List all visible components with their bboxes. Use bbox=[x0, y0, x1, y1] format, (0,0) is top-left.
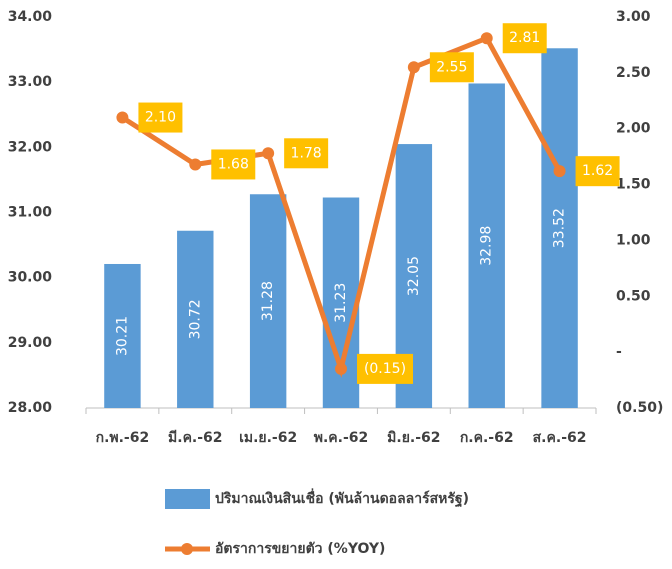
legend-swatch bbox=[181, 543, 193, 555]
y-tick-label: 31.00 bbox=[8, 205, 53, 221]
bar-value-label: 31.28 bbox=[260, 281, 276, 321]
bar-value-label: 33.52 bbox=[552, 208, 568, 248]
bar bbox=[249, 194, 287, 408]
bar-value-label: 30.72 bbox=[187, 299, 203, 339]
x-tick-label: มิ.ย.-62 bbox=[387, 430, 440, 446]
y2-tick-label: 0.50 bbox=[616, 288, 651, 304]
line-point bbox=[480, 32, 493, 45]
y2-tick-label: 3.00 bbox=[616, 9, 651, 25]
y-tick-label: 30.00 bbox=[8, 270, 53, 286]
line-point bbox=[189, 158, 202, 171]
x-tick-label: เม.ย.-62 bbox=[239, 430, 297, 446]
value-label-box bbox=[575, 156, 620, 187]
line-value-label: 1.62 bbox=[582, 163, 613, 179]
y2-tick-label: 1.50 bbox=[616, 177, 651, 193]
x-tick-label: มี.ค.-62 bbox=[168, 430, 223, 446]
bar-value-label: 30.21 bbox=[114, 316, 130, 356]
x-tick-label: ก.ค.-62 bbox=[460, 430, 514, 446]
bar-value-label: 32.98 bbox=[479, 226, 495, 266]
bar-value-label: 32.05 bbox=[406, 256, 422, 296]
y2-tick-label: - bbox=[616, 344, 622, 360]
x-tick-label: พ.ค.-62 bbox=[314, 430, 369, 446]
x-tick-label: ส.ค.-62 bbox=[533, 430, 587, 446]
line-point bbox=[116, 111, 129, 124]
line-point bbox=[553, 165, 566, 178]
legend-label: อัตราการขยายตัว (%YOY) bbox=[215, 541, 385, 557]
y2-tick-label: 2.50 bbox=[616, 65, 651, 81]
line-point bbox=[262, 147, 275, 160]
bar bbox=[541, 48, 578, 408]
line-value-label: 1.78 bbox=[291, 145, 322, 161]
y-tick-label: 28.00 bbox=[8, 400, 53, 416]
y-tick-label: 33.00 bbox=[8, 74, 53, 90]
bar bbox=[104, 263, 141, 408]
legend-label: ปริมาณเงินสินเชื่อ (พันล้านดอลลาร์สหรัฐ) bbox=[215, 488, 469, 508]
legend-swatch bbox=[165, 489, 210, 509]
line-point bbox=[335, 362, 347, 375]
line-value-label: 2.55 bbox=[436, 59, 467, 75]
line-value-label: (0.15) bbox=[364, 361, 406, 377]
line-value-label: 2.81 bbox=[509, 30, 540, 46]
y2-tick-label: 1.00 bbox=[616, 232, 651, 248]
x-tick-label: ก.พ.-62 bbox=[96, 430, 150, 446]
line-value-label: 2.10 bbox=[145, 110, 176, 126]
y-tick-label: 32.00 bbox=[8, 139, 53, 155]
bar bbox=[468, 83, 505, 408]
value-label-box bbox=[502, 23, 547, 54]
y2-tick-label: 2.00 bbox=[616, 121, 651, 137]
value-label-box bbox=[284, 138, 329, 169]
y2-tick-label: (0.50) bbox=[616, 400, 663, 416]
value-label-box bbox=[138, 102, 183, 133]
value-label-box bbox=[211, 149, 256, 180]
value-label-box bbox=[429, 52, 474, 83]
line-point bbox=[407, 61, 420, 74]
bar-value-label: 31.23 bbox=[333, 283, 349, 323]
y-tick-label: 29.00 bbox=[8, 335, 53, 351]
value-label-box bbox=[357, 353, 413, 384]
bar bbox=[177, 230, 214, 408]
line-value-label: 1.68 bbox=[218, 156, 249, 172]
y-tick-label: 34.00 bbox=[8, 9, 53, 25]
